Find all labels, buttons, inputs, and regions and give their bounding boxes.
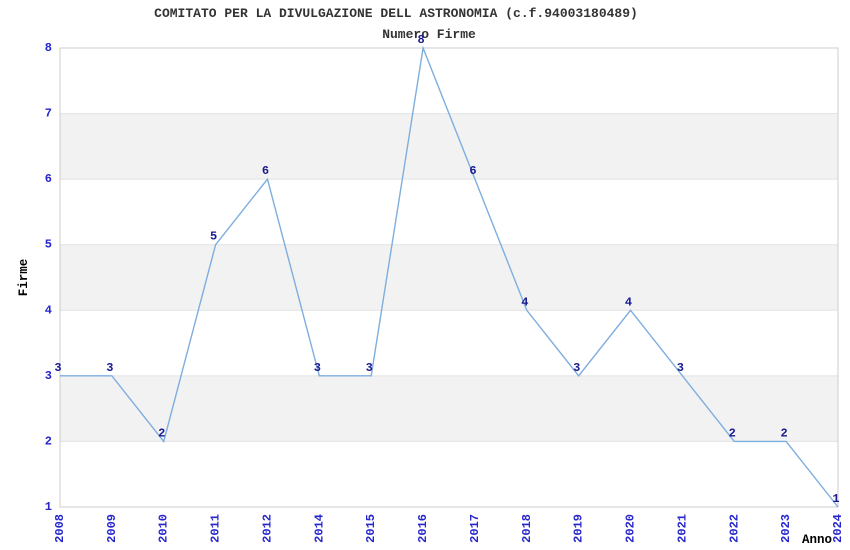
x-tick-label: 2014 — [312, 514, 326, 543]
y-tick-label: 5 — [45, 238, 52, 252]
plot-border — [59, 47, 839, 508]
x-tick-label: 2016 — [416, 514, 430, 543]
x-tick-label: 2019 — [572, 514, 586, 543]
x-tick-label: 2017 — [468, 514, 482, 543]
chart-subtitle: Numero Firme — [382, 27, 476, 42]
x-tick-label: 2023 — [779, 514, 793, 543]
data-label: 4 — [625, 295, 632, 309]
y-tick-label: 3 — [45, 369, 52, 383]
y-axis-label-firme: Firme — [17, 259, 31, 297]
y-tick-label: 7 — [45, 107, 52, 121]
y-tick-label: 2 — [45, 434, 52, 448]
data-label: 4 — [521, 295, 528, 309]
data-label: 6 — [262, 164, 269, 178]
x-tick-label: 2012 — [260, 514, 274, 543]
data-label: 2 — [158, 426, 165, 440]
x-tick-label: 2008 — [53, 514, 67, 543]
grid-band — [60, 113, 838, 180]
y-tick-label: 6 — [45, 172, 52, 186]
y-tick-label: 4 — [45, 303, 52, 317]
x-tick-label: 2018 — [520, 514, 534, 543]
series-line-firme — [60, 45, 839, 508]
data-label: 1 — [832, 492, 839, 506]
data-label: 5 — [210, 230, 217, 244]
data-label: 3 — [314, 361, 321, 375]
x-axis-label-anno: Anno — [802, 533, 832, 547]
data-label: 3 — [366, 361, 373, 375]
data-label: 3 — [54, 361, 61, 375]
grid-band — [60, 244, 838, 311]
x-tick-label: 2021 — [675, 514, 689, 543]
x-tick-label: 2011 — [209, 514, 223, 543]
x-tick-label: 2010 — [157, 514, 171, 543]
data-label: 3 — [106, 361, 113, 375]
x-tick-label: 2009 — [105, 514, 119, 543]
grid-band — [60, 375, 838, 442]
y-tick-label: 8 — [45, 41, 52, 55]
x-tick-label: 2022 — [727, 514, 741, 543]
data-label: 2 — [781, 426, 788, 440]
data-label: 3 — [573, 361, 580, 375]
y-tick-label: 1 — [45, 500, 52, 514]
data-label: 6 — [469, 164, 476, 178]
x-tick-label: 2024 — [831, 514, 845, 543]
data-label: 3 — [677, 361, 684, 375]
data-label: 2 — [729, 426, 736, 440]
x-tick-label: 2020 — [624, 514, 638, 543]
chart-title: COMITATO PER LA DIVULGAZIONE DELL ASTRON… — [154, 6, 638, 21]
x-tick-label: 2015 — [364, 514, 378, 543]
data-label: 8 — [417, 33, 424, 47]
